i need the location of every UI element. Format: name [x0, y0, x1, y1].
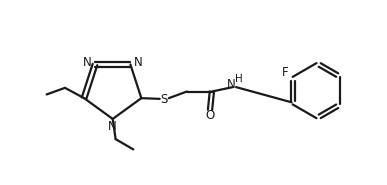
Text: F: F — [282, 66, 288, 79]
Text: N: N — [227, 78, 236, 91]
Text: O: O — [205, 109, 215, 122]
Text: S: S — [161, 93, 168, 106]
Text: N: N — [108, 120, 117, 133]
Text: H: H — [235, 74, 243, 84]
Text: N: N — [134, 56, 142, 69]
Text: N: N — [83, 56, 92, 69]
